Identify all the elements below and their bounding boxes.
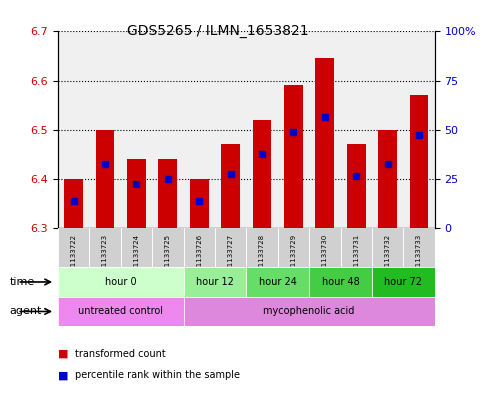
FancyBboxPatch shape	[152, 228, 184, 267]
Text: hour 0: hour 0	[105, 277, 137, 287]
Bar	[127, 159, 146, 228]
FancyBboxPatch shape	[309, 228, 341, 267]
Bar	[410, 95, 428, 228]
Text: GSM1133726: GSM1133726	[196, 234, 202, 281]
Text: time: time	[10, 277, 35, 287]
Bar	[253, 120, 271, 228]
Text: hour 24: hour 24	[259, 277, 297, 287]
Text: GSM1133727: GSM1133727	[227, 234, 234, 281]
FancyBboxPatch shape	[403, 228, 435, 267]
Text: ■: ■	[58, 370, 69, 380]
FancyBboxPatch shape	[184, 267, 246, 297]
FancyBboxPatch shape	[309, 267, 372, 297]
Text: GDS5265 / ILMN_1653821: GDS5265 / ILMN_1653821	[127, 24, 308, 38]
FancyBboxPatch shape	[184, 228, 215, 267]
Text: transformed count: transformed count	[75, 349, 166, 359]
Bar	[378, 130, 397, 228]
FancyBboxPatch shape	[372, 267, 435, 297]
FancyBboxPatch shape	[89, 228, 121, 267]
Text: agent: agent	[10, 306, 42, 316]
Bar	[284, 86, 303, 228]
Text: untreated control: untreated control	[78, 307, 163, 316]
Text: GSM1133723: GSM1133723	[102, 234, 108, 281]
FancyBboxPatch shape	[58, 228, 89, 267]
Bar	[221, 145, 240, 228]
Text: GSM1133733: GSM1133733	[416, 234, 422, 281]
FancyBboxPatch shape	[372, 228, 403, 267]
Text: GSM1133722: GSM1133722	[71, 234, 77, 281]
Text: GSM1133731: GSM1133731	[353, 234, 359, 281]
FancyBboxPatch shape	[58, 297, 184, 326]
Bar	[190, 179, 209, 228]
Bar	[158, 159, 177, 228]
FancyBboxPatch shape	[278, 228, 309, 267]
Text: ■: ■	[58, 349, 69, 359]
Text: hour 72: hour 72	[384, 277, 422, 287]
Text: percentile rank within the sample: percentile rank within the sample	[75, 370, 240, 380]
Bar	[347, 145, 366, 228]
Text: hour 12: hour 12	[196, 277, 234, 287]
FancyBboxPatch shape	[184, 297, 435, 326]
Text: mycophenolic acid: mycophenolic acid	[263, 307, 355, 316]
Text: GSM1133732: GSM1133732	[384, 234, 391, 281]
Text: GSM1133725: GSM1133725	[165, 234, 171, 281]
Text: GSM1133730: GSM1133730	[322, 234, 328, 281]
Bar	[96, 130, 114, 228]
FancyBboxPatch shape	[246, 228, 278, 267]
Text: GSM1133724: GSM1133724	[133, 234, 140, 281]
FancyBboxPatch shape	[215, 228, 246, 267]
FancyBboxPatch shape	[58, 267, 184, 297]
Text: GSM1133728: GSM1133728	[259, 234, 265, 281]
Text: GSM1133729: GSM1133729	[290, 234, 297, 281]
Text: hour 48: hour 48	[322, 277, 359, 287]
FancyBboxPatch shape	[341, 228, 372, 267]
FancyBboxPatch shape	[121, 228, 152, 267]
FancyBboxPatch shape	[246, 267, 309, 297]
Bar	[64, 179, 83, 228]
Bar	[315, 59, 334, 228]
